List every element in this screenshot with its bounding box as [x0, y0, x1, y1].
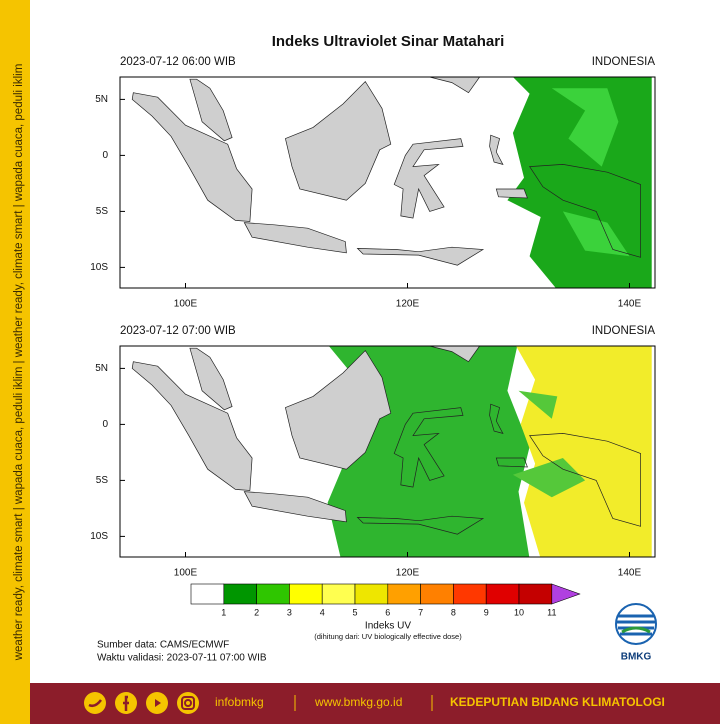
lat-label: 5S: [96, 206, 109, 217]
panel-region: INDONESIA: [592, 325, 656, 337]
colorbar-label: 3: [287, 607, 292, 617]
validity: Waktu validasi: 2023-07-11 07:00 WIB: [97, 653, 267, 664]
map-land-outline: [356, 403, 641, 535]
lon-label: 100E: [174, 568, 198, 579]
map-land: [131, 347, 392, 523]
footer-handle: infobmkg: [215, 695, 264, 709]
colorbar-swatch: [321, 583, 356, 605]
title: Indeks Ultraviolet Sinar Matahari: [272, 33, 505, 50]
bmkg-logo: [615, 603, 657, 645]
colorbar-title: Indeks UV: [365, 621, 411, 632]
panel-region: INDONESIA: [592, 56, 656, 68]
footer-website: www.bmkg.go.id: [314, 695, 402, 709]
side-strip: [0, 0, 30, 724]
map-land: [131, 78, 528, 266]
colorbar-swatch: [485, 583, 520, 605]
lon-label: 120E: [396, 568, 420, 579]
map-land-outline: [528, 164, 641, 258]
lon-label: 140E: [618, 568, 642, 579]
source: Sumber data: CAMS/ECMWF: [97, 640, 229, 651]
map-frame: [119, 76, 656, 289]
colorbar-label: 10: [514, 607, 524, 617]
colorbar-note: (dihitung dari: UV biologically effectiv…: [314, 632, 462, 641]
map-panel: [120, 346, 655, 557]
lon-label: 120E: [396, 299, 420, 310]
colorbar-swatch: [190, 583, 225, 605]
colorbar-swatch: [453, 583, 487, 605]
colorbar-swatch: [256, 583, 290, 605]
panel-time: 2023-07-12 06:00 WIB: [120, 56, 236, 68]
colorbar-label: 6: [385, 607, 390, 617]
logo-text: BMKG: [621, 652, 652, 663]
colorbar-label: 7: [418, 607, 423, 617]
map-frame: [119, 345, 656, 558]
colorbar-swatch: [518, 583, 553, 605]
colorbar-swatch: [387, 583, 421, 605]
colorbar-label: 8: [451, 607, 456, 617]
lon-label: 100E: [174, 299, 198, 310]
lat-label: 0: [102, 419, 108, 430]
lat-label: 5N: [95, 363, 108, 374]
colorbar-swatch: [289, 583, 323, 605]
colorbar-label: 11: [547, 607, 556, 617]
lat-label: 5N: [95, 94, 108, 105]
panel-time: 2023-07-12 07:00 WIB: [120, 325, 236, 337]
footer-bar: [30, 683, 720, 724]
colorbar-label: 5: [352, 607, 357, 617]
social-icons: [84, 692, 199, 714]
map-land: [429, 77, 480, 94]
map-panel: [120, 77, 655, 288]
colorbar-label: 1: [221, 607, 226, 617]
colorbar-swatch: [420, 583, 454, 605]
lat-label: 10S: [90, 262, 108, 273]
colorbar-label: 4: [320, 607, 325, 617]
footer-department: KEDEPUTIAN BIDANG KLIMATOLOGI: [450, 695, 665, 709]
lat-label: 0: [102, 150, 108, 161]
uv-field: [551, 88, 630, 257]
colorbar-swatch: [223, 583, 257, 605]
colorbar-label: 2: [254, 607, 259, 617]
side-text: weather ready, climate smart | wapada cu…: [13, 64, 25, 662]
lat-label: 5S: [96, 475, 109, 486]
colorbar-swatch: [354, 583, 389, 605]
lat-label: 10S: [90, 531, 108, 542]
lon-label: 140E: [618, 299, 642, 310]
colorbar-over: [551, 583, 581, 605]
map-land: [429, 346, 480, 363]
colorbar-label: 9: [484, 607, 489, 617]
